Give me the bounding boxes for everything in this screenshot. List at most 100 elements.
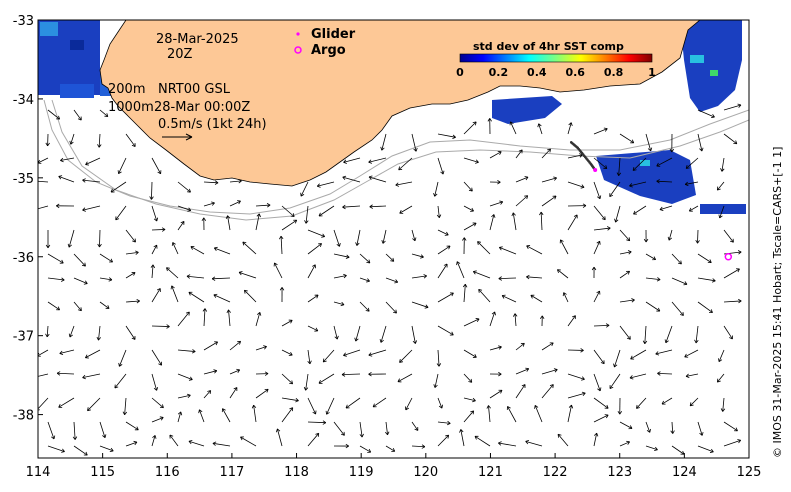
- current-vector: [255, 312, 261, 327]
- current-vector: [359, 301, 370, 312]
- current-vector-head: [82, 178, 86, 183]
- current-vector-head: [614, 218, 619, 223]
- current-vector-head: [526, 274, 530, 280]
- current-vector-head: [56, 203, 60, 209]
- current-vector: [255, 346, 267, 351]
- current-vector-head: [679, 312, 684, 316]
- current-vector-head: [97, 243, 102, 248]
- current-vector-head: [233, 387, 238, 391]
- current-vector: [437, 292, 454, 303]
- current-vector-head: [413, 147, 418, 152]
- current-vector-head: [213, 246, 218, 252]
- current-vector-head: [539, 211, 544, 216]
- current-vector-head: [632, 167, 637, 171]
- current-vector-head: [243, 289, 248, 294]
- current-vector: [73, 445, 88, 456]
- current-vector-head: [295, 398, 299, 403]
- current-vector-head: [51, 435, 56, 440]
- current-vector: [618, 157, 621, 176]
- current-vector: [317, 181, 335, 187]
- current-vector-head: [312, 264, 316, 269]
- current-vector: [723, 229, 734, 243]
- current-vector: [73, 109, 82, 121]
- current-vector-head: [225, 215, 231, 219]
- current-vector: [463, 205, 474, 212]
- current-vector: [722, 397, 725, 412]
- current-vector: [657, 372, 673, 375]
- time-label: 20Z: [167, 47, 193, 62]
- current-vector: [110, 181, 127, 193]
- current-vector: [619, 441, 630, 447]
- colorbar-tick-label: 0.6: [565, 66, 585, 79]
- current-vector-head: [552, 195, 557, 200]
- y-tick-label: -34: [13, 93, 34, 108]
- current-vector: [333, 325, 338, 340]
- current-vector-head: [720, 168, 725, 172]
- current-vector-head: [603, 127, 608, 132]
- y-axis-ticks: -33 -34 -35 -36 -37 -38: [13, 14, 43, 424]
- current-vector: [151, 181, 153, 200]
- current-vector: [151, 229, 166, 231]
- current-vector: [723, 104, 742, 111]
- current-vector: [124, 397, 127, 415]
- current-vector-head: [630, 355, 635, 360]
- current-vector-head: [445, 434, 450, 439]
- current-vector-head: [604, 414, 609, 419]
- current-vector: [411, 301, 429, 308]
- current-vector-head: [600, 360, 605, 365]
- current-vector-head: [290, 213, 295, 218]
- current-vector-head: [77, 307, 82, 312]
- current-vector: [281, 219, 297, 231]
- current-vector-head: [436, 214, 442, 218]
- current-vector: [614, 349, 621, 368]
- x-tick-label: 117: [219, 465, 244, 480]
- current-vector: [125, 300, 140, 303]
- current-vector-head: [109, 447, 114, 453]
- current-vector: [405, 397, 413, 411]
- colorbar-tick-label: 0.2: [489, 66, 509, 79]
- current-vector-head: [135, 250, 139, 255]
- current-vector: [593, 290, 600, 303]
- x-tick-label: 115: [90, 465, 115, 480]
- current-vector-head: [236, 368, 241, 373]
- current-vector-head: [342, 204, 346, 210]
- current-vector: [58, 175, 75, 183]
- current-vector-head: [381, 240, 386, 244]
- current-vector-head: [186, 393, 191, 399]
- current-vector-head: [474, 435, 479, 440]
- current-vector-head: [597, 195, 602, 200]
- current-vector: [276, 428, 283, 447]
- current-vector-head: [379, 339, 384, 343]
- current-vector: [655, 349, 673, 355]
- current-vector-head: [680, 450, 685, 455]
- current-vector-head: [202, 308, 208, 312]
- current-vector: [229, 180, 242, 183]
- current-vector: [305, 373, 309, 391]
- current-vector: [213, 294, 231, 303]
- current-vector-head: [157, 170, 162, 175]
- current-vector: [593, 241, 601, 255]
- current-vector: [460, 429, 465, 447]
- current-vector: [685, 373, 699, 377]
- current-vector: [593, 373, 601, 392]
- current-vector-head: [240, 436, 244, 441]
- current-vector: [437, 133, 456, 138]
- current-vector: [645, 301, 661, 312]
- current-vector-head: [497, 179, 501, 185]
- current-vector-head: [664, 339, 669, 344]
- current-vector-head: [166, 267, 170, 272]
- current-vector: [228, 309, 231, 327]
- current-vector: [411, 421, 419, 431]
- current-vector: [567, 214, 578, 231]
- current-vector: [685, 157, 699, 169]
- current-vector-head: [341, 372, 346, 377]
- current-vector: [474, 435, 491, 447]
- current-vector-head: [729, 335, 733, 340]
- current-vector: [359, 445, 371, 453]
- current-vector-head: [433, 384, 438, 388]
- current-vector-head: [580, 348, 584, 353]
- colorbar-tick-label: 0.8: [604, 66, 624, 79]
- current-vector: [463, 318, 480, 327]
- current-vector: [99, 253, 113, 263]
- current-vector-head: [737, 250, 742, 255]
